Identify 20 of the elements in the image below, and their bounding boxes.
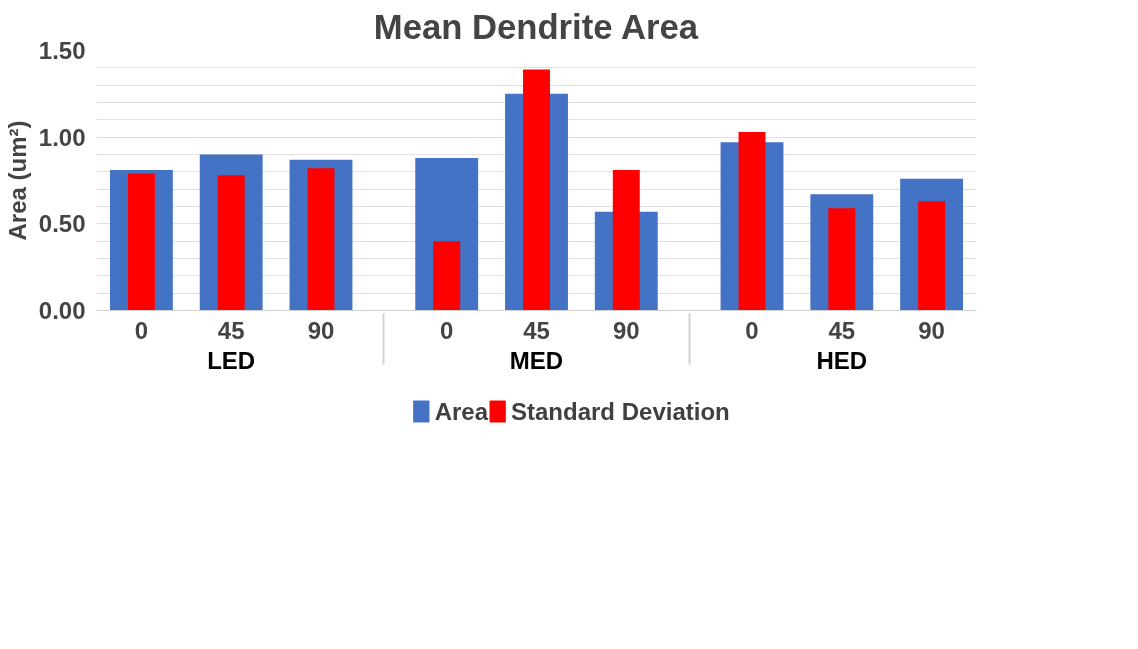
x-tick-label: 45 (828, 316, 856, 344)
text: MED (509, 346, 564, 374)
y-axis-title: Area (um²) (3, 120, 31, 241)
x-tick-label: 0 (440, 316, 454, 344)
chart-title: Mean Dendrite Area (373, 7, 699, 46)
y-tick-label: 0.50 (38, 210, 86, 238)
y-tick-label: 0.00 (38, 297, 86, 324)
text: HED (816, 346, 868, 374)
y-tick-label: 1.50 (38, 37, 86, 64)
text: LED (207, 346, 256, 374)
x-tick-label: 90 (307, 316, 335, 344)
x-tick-label: 45 (217, 316, 245, 344)
legend-label: Area (434, 398, 489, 425)
x-tick-label: 90 (918, 316, 945, 344)
x-tick-label: 45 (523, 316, 550, 344)
y-tick-label: 1.00 (38, 123, 86, 151)
x-tick-label: 90 (612, 316, 640, 344)
x-tick-label: 0 (745, 316, 759, 344)
x-tick-label: 0 (134, 316, 149, 344)
legend-label: Standard Deviation (511, 398, 730, 425)
